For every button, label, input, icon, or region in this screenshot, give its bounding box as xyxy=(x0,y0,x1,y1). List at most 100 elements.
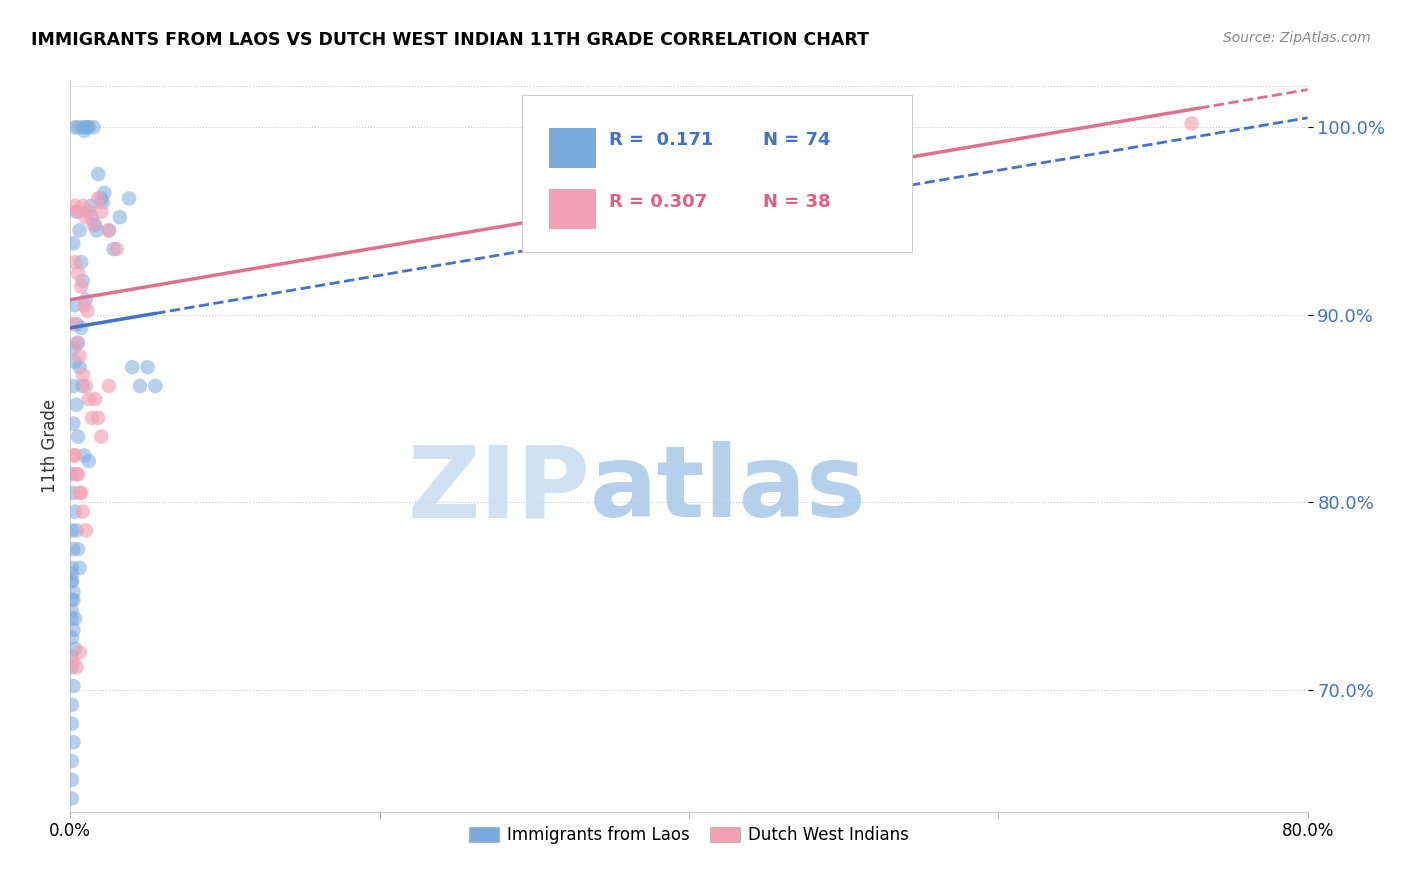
Point xyxy=(60,561,83,575)
Point xyxy=(60,574,83,588)
Point xyxy=(62,735,84,749)
Point xyxy=(80,210,103,224)
Point xyxy=(63,255,86,269)
Point xyxy=(63,449,86,463)
Point xyxy=(98,223,120,237)
Point xyxy=(63,199,86,213)
Point xyxy=(75,379,97,393)
Text: R =  0.171: R = 0.171 xyxy=(609,131,713,149)
Point xyxy=(69,645,91,659)
Point xyxy=(63,354,86,368)
Y-axis label: 11th Grade: 11th Grade xyxy=(41,399,59,493)
Point xyxy=(62,542,84,557)
Point xyxy=(67,120,90,135)
Point xyxy=(60,716,83,731)
Point xyxy=(70,486,93,500)
Point xyxy=(63,298,86,312)
Point xyxy=(72,274,94,288)
Point xyxy=(108,210,131,224)
Point xyxy=(75,293,97,307)
Point xyxy=(65,524,87,538)
Point xyxy=(62,379,84,393)
Point xyxy=(90,204,112,219)
Point xyxy=(77,204,100,219)
Legend: Immigrants from Laos, Dutch West Indians: Immigrants from Laos, Dutch West Indians xyxy=(463,820,915,851)
Point xyxy=(87,410,110,425)
Point xyxy=(75,210,97,224)
Point xyxy=(67,267,90,281)
Point xyxy=(60,660,83,674)
Text: R = 0.307: R = 0.307 xyxy=(609,194,707,211)
Point xyxy=(91,195,114,210)
Point xyxy=(105,242,128,256)
Point xyxy=(62,592,84,607)
Point xyxy=(72,199,94,213)
FancyBboxPatch shape xyxy=(550,128,596,168)
Point xyxy=(67,467,90,482)
Point xyxy=(72,505,94,519)
Point xyxy=(63,611,86,625)
Point xyxy=(65,317,87,331)
Point xyxy=(60,791,83,805)
Point xyxy=(79,199,101,213)
Point xyxy=(75,524,97,538)
FancyBboxPatch shape xyxy=(522,95,911,252)
Point xyxy=(63,505,86,519)
Point xyxy=(98,223,120,237)
Point xyxy=(73,298,96,312)
Point xyxy=(62,679,84,693)
Point xyxy=(136,360,159,375)
Point xyxy=(62,317,84,331)
Point xyxy=(60,611,83,625)
Point xyxy=(60,524,83,538)
Point xyxy=(62,236,84,251)
Point xyxy=(90,191,112,205)
Point xyxy=(87,191,110,205)
Point xyxy=(77,392,100,406)
Point xyxy=(67,542,90,557)
Point xyxy=(70,321,93,335)
Point xyxy=(62,655,84,669)
Point xyxy=(93,186,115,200)
Text: ZIP: ZIP xyxy=(408,442,591,539)
Point xyxy=(73,124,96,138)
Point xyxy=(76,120,98,135)
Point xyxy=(69,561,91,575)
Point xyxy=(121,360,143,375)
Point xyxy=(77,454,100,468)
Point xyxy=(69,486,91,500)
Point xyxy=(62,342,84,356)
Point xyxy=(90,429,112,443)
Point xyxy=(65,335,87,350)
Point xyxy=(67,204,90,219)
Point xyxy=(118,191,141,205)
Point xyxy=(62,449,84,463)
Point xyxy=(60,698,83,712)
Point xyxy=(69,223,91,237)
Point xyxy=(62,585,84,599)
Point xyxy=(1181,116,1204,130)
Point xyxy=(60,574,83,588)
Point xyxy=(60,754,83,768)
Point xyxy=(63,120,86,135)
Point xyxy=(60,592,83,607)
Point xyxy=(103,242,125,256)
Point xyxy=(62,486,84,500)
Point xyxy=(70,279,93,293)
Point xyxy=(60,772,83,787)
Point xyxy=(72,120,94,135)
Point xyxy=(72,368,94,382)
Point xyxy=(73,449,96,463)
Point xyxy=(129,379,152,393)
Point xyxy=(70,255,93,269)
Point xyxy=(65,660,87,674)
Point xyxy=(69,349,91,363)
Point xyxy=(65,398,87,412)
Point xyxy=(76,304,98,318)
Point xyxy=(60,630,83,644)
Point xyxy=(62,623,84,637)
Point xyxy=(69,360,91,375)
Point xyxy=(82,120,105,135)
Text: IMMIGRANTS FROM LAOS VS DUTCH WEST INDIAN 11TH GRADE CORRELATION CHART: IMMIGRANTS FROM LAOS VS DUTCH WEST INDIA… xyxy=(31,31,869,49)
Point xyxy=(77,120,100,135)
